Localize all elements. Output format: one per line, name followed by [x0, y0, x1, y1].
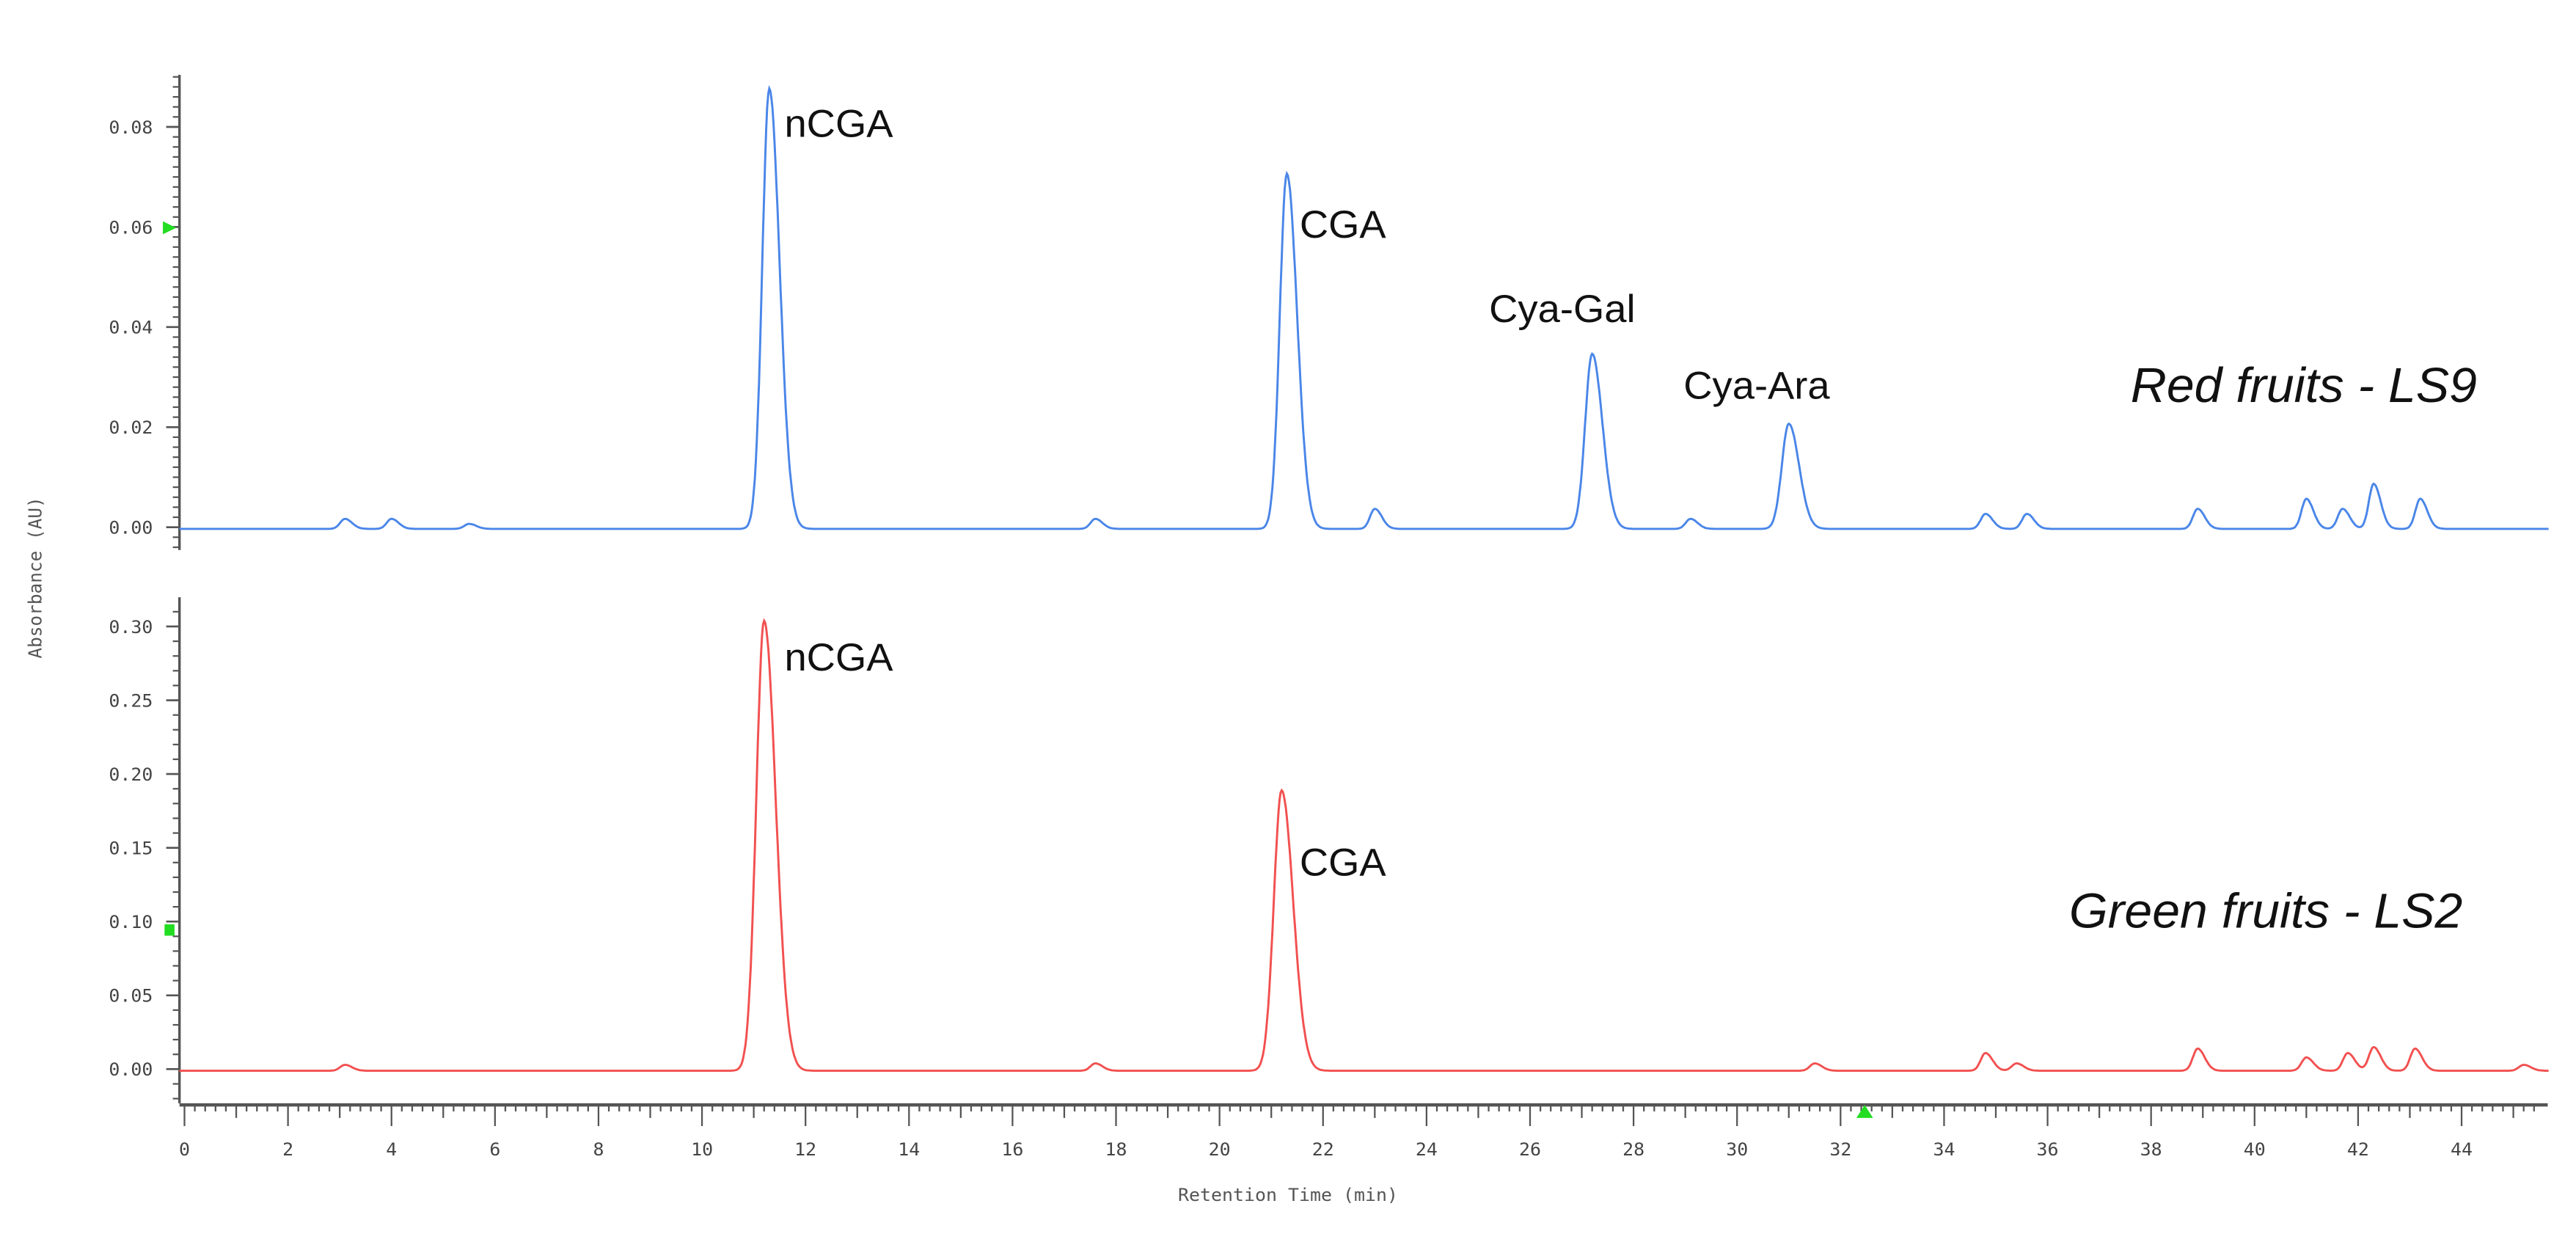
peak-label-cya-ara: Cya-Ara — [1683, 364, 1829, 407]
red-fruits-trace — [179, 84, 2549, 530]
top-baseline-marker-icon — [163, 221, 177, 235]
y-tick-label: 0.05 — [109, 985, 153, 1007]
y-tick-label: 0.00 — [109, 517, 153, 538]
x-tick-label: 22 — [1312, 1139, 1334, 1160]
y-tick-label: 0.00 — [109, 1059, 153, 1080]
x-tick-label: 44 — [2451, 1139, 2473, 1160]
x-tick-label: 28 — [1622, 1139, 1644, 1160]
x-axis: 0 2 4 6 8 10 12 14 16 18 20 22 24 26 28 30 32 34 36 38 40 42 4… — [179, 1103, 2548, 1160]
x-tick-label: 38 — [2140, 1139, 2162, 1160]
x-tick-label: 24 — [1416, 1139, 1438, 1160]
x-tick-label: 32 — [1829, 1139, 1851, 1160]
x-tick-label: 36 — [2037, 1139, 2059, 1160]
y-tick-label: 0.10 — [109, 911, 153, 932]
x-tick-label: 34 — [1933, 1139, 1955, 1160]
peak-label-cga-top: CGA — [1300, 202, 1386, 246]
y-tick-label: 0.06 — [109, 217, 153, 238]
x-tick-label: 12 — [794, 1139, 816, 1160]
x-tick-label: 8 — [593, 1139, 604, 1160]
x-tick-label: 42 — [2347, 1139, 2369, 1160]
x-tick-label: 0 — [179, 1139, 190, 1160]
x-axis-title: Retention Time (min) — [1178, 1184, 1398, 1205]
x-tick-label: 2 — [282, 1139, 293, 1160]
x-tick-label: 10 — [691, 1139, 713, 1160]
sample-label-red-fruits: Red fruits - LS9 — [2131, 359, 2477, 413]
y-tick-label: 0.04 — [109, 317, 153, 338]
x-tick-label: 20 — [1209, 1139, 1231, 1160]
sample-label-green-fruits: Green fruits - LS2 — [2069, 884, 2462, 938]
peak-label-cya-gal: Cya-Gal — [1489, 288, 1635, 331]
x-tick-label: 6 — [489, 1139, 500, 1160]
x-axis-marker-icon — [1856, 1105, 1873, 1118]
x-tick-label: 30 — [1726, 1139, 1748, 1160]
y-tick-label: 0.25 — [109, 690, 153, 712]
y-tick-label: 0.30 — [109, 616, 153, 638]
x-tick-label: 4 — [386, 1139, 397, 1160]
y-axis-title: Absorbance (AU) — [24, 497, 45, 658]
y-tick-label: 0.20 — [109, 764, 153, 785]
top-y-axis: 0.00 0.02 0.04 0.06 0.08 — [109, 75, 181, 550]
peak-label-cga-bottom: CGA — [1300, 841, 1386, 884]
x-tick-label: 26 — [1519, 1139, 1541, 1160]
peak-label-ncga-bottom: nCGA — [784, 635, 893, 679]
x-tick-label: 18 — [1105, 1139, 1127, 1160]
green-fruits-trace — [179, 618, 2549, 1073]
x-tick-label: 16 — [1001, 1139, 1023, 1160]
x-tick-label: 40 — [2244, 1139, 2266, 1160]
y-tick-label: 0.15 — [109, 838, 153, 859]
y-tick-label: 0.02 — [109, 417, 153, 438]
bottom-baseline-marker-icon — [164, 924, 175, 936]
x-tick-label: 14 — [898, 1139, 920, 1160]
bottom-y-axis: 0.00 0.05 0.10 0.15 0.20 0.25 0.30 — [109, 597, 181, 1103]
peak-label-ncga-top: nCGA — [784, 102, 893, 145]
y-tick-label: 0.08 — [109, 117, 153, 138]
